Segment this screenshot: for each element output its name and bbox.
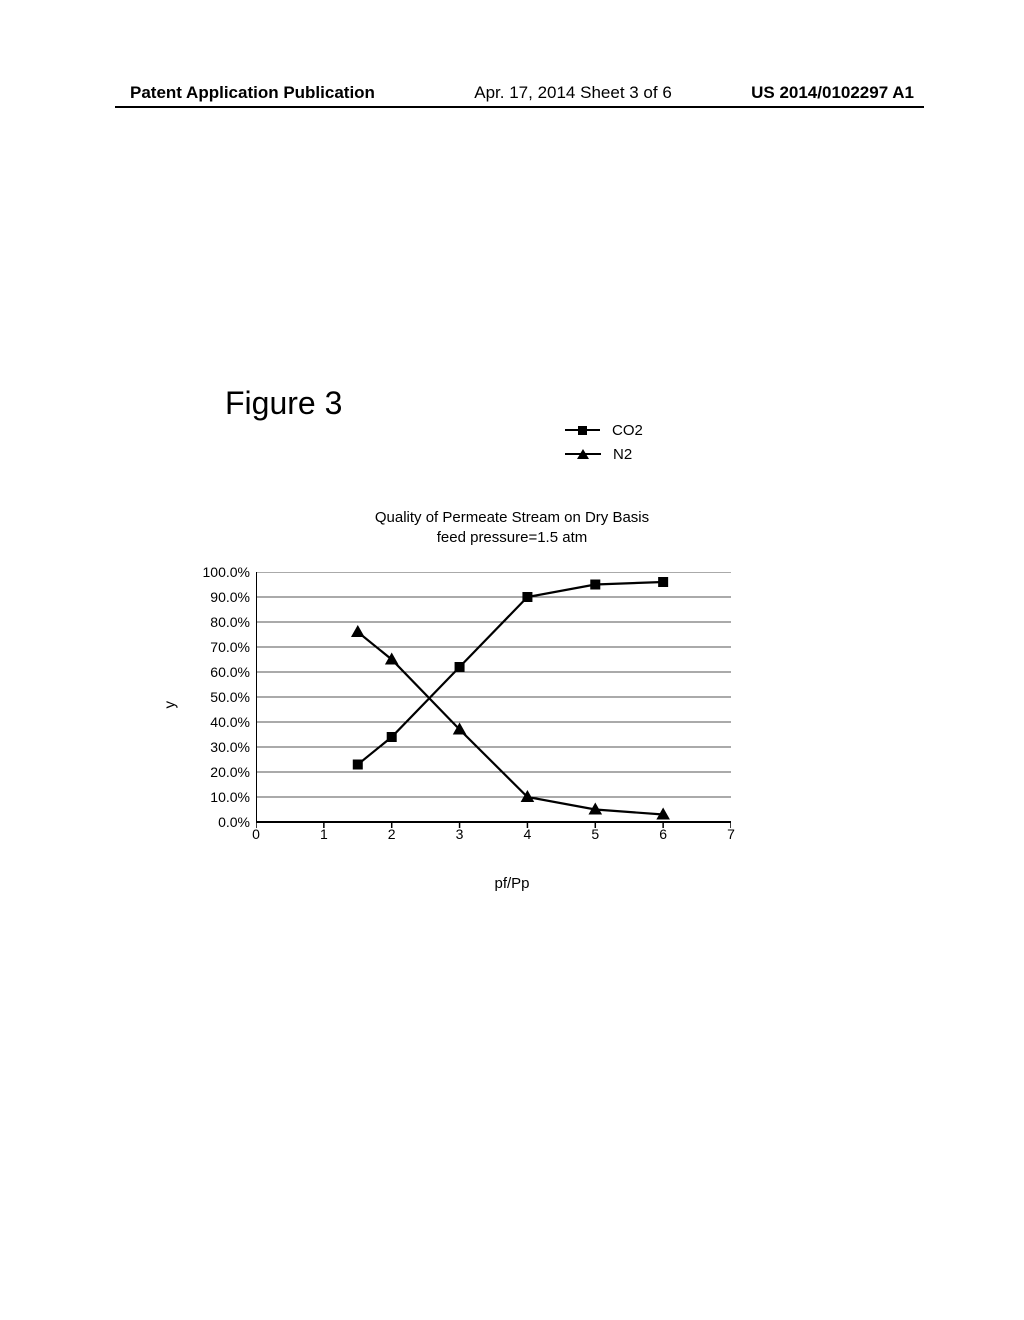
x-tick: 2 — [382, 826, 402, 842]
x-tick: 5 — [585, 826, 605, 842]
header-left: Patent Application Publication — [130, 83, 375, 103]
page-header: Patent Application Publication Apr. 17, … — [0, 83, 1024, 103]
legend-label: CO2 — [612, 422, 643, 439]
x-axis-label: pf/Pp — [0, 875, 1024, 892]
legend-item-co2: CO2 — [565, 418, 643, 442]
chart-title-line2: feed pressure=1.5 atm — [0, 528, 1024, 548]
y-tick: 0.0% — [192, 815, 250, 829]
x-tick: 7 — [721, 826, 741, 842]
header-rule — [115, 106, 924, 108]
permeate-quality-chart — [256, 572, 731, 857]
legend-item-n2: N2 — [565, 442, 643, 466]
header-center: Apr. 17, 2014 Sheet 3 of 6 — [375, 83, 751, 103]
header-right: US 2014/0102297 A1 — [751, 83, 914, 103]
chart-title: Quality of Permeate Stream on Dry Basis … — [0, 508, 1024, 549]
y-tick: 80.0% — [192, 615, 250, 629]
y-tick: 90.0% — [192, 590, 250, 604]
x-tick: 0 — [246, 826, 266, 842]
square-marker-icon — [578, 426, 587, 435]
y-tick: 60.0% — [192, 665, 250, 679]
y-tick: 10.0% — [192, 790, 250, 804]
y-tick: 70.0% — [192, 640, 250, 654]
x-tick: 6 — [653, 826, 673, 842]
y-tick: 50.0% — [192, 690, 250, 704]
x-tick: 4 — [517, 826, 537, 842]
y-tick: 30.0% — [192, 740, 250, 754]
x-tick: 1 — [314, 826, 334, 842]
y-axis-ticks: 100.0% 90.0% 80.0% 70.0% 60.0% 50.0% 40.… — [192, 572, 250, 822]
y-axis-label: y — [162, 699, 179, 709]
chart-title-line1: Quality of Permeate Stream on Dry Basis — [0, 508, 1024, 528]
y-tick: 100.0% — [192, 565, 250, 579]
figure-title: Figure 3 — [225, 385, 342, 422]
legend-label: N2 — [613, 446, 632, 463]
y-tick: 40.0% — [192, 715, 250, 729]
chart-svg — [256, 572, 731, 857]
x-tick: 3 — [450, 826, 470, 842]
chart-legend: CO2 N2 — [565, 418, 643, 466]
triangle-marker-icon — [577, 449, 589, 459]
y-tick: 20.0% — [192, 765, 250, 779]
